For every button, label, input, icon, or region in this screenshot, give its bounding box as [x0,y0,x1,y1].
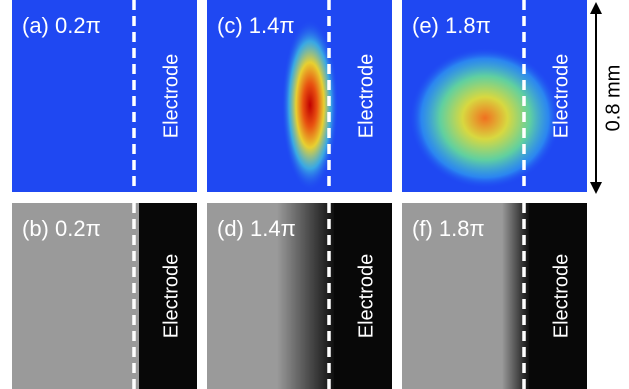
emission-blob [410,48,560,188]
panel-label: (d) 1.4π [217,216,296,241]
panel-label: (f) 1.8π [412,216,485,241]
panels: (a) 0.2π Electrode (b) 0.2π Electrode (c) 1.… [12,0,587,389]
electrode-label: Electrode [160,254,182,339]
figure: (a) 0.2π Electrode (b) 0.2π Electrode (c) 1.… [0,0,629,389]
panel-label: (c) 1.4π [217,13,295,38]
panel-label: (b) 0.2π [22,216,101,241]
panel-label: (a) 0.2π [22,13,101,38]
arrow-head [590,182,602,194]
electrode-label: Electrode [355,254,377,339]
arrow-head [590,2,602,14]
electrode-label: Electrode [550,54,572,139]
electrode-label: Electrode [550,254,572,339]
shadow [502,203,529,389]
electrode-label: Electrode [355,54,377,139]
electrode-label: Electrode [160,54,182,139]
scale-label: 0.8 mm [602,65,624,132]
panel-label: (e) 1.8π [412,13,491,38]
